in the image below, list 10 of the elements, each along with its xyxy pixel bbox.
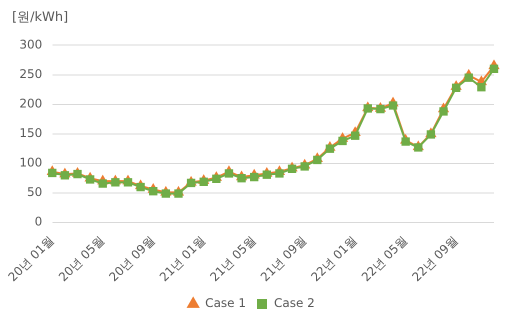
y-tick-label: 250 [19,66,42,81]
legend-label: Case 2 [274,296,315,310]
y-tick-label: 150 [19,126,42,140]
y-tick-label: 200 [19,96,42,110]
y-tick-label: 100 [19,156,42,170]
y-tick-label: 50 [26,185,42,200]
y-tick-label: 0 [34,214,42,229]
y-axis-title: [원/kWh] [11,9,70,27]
legend-label: Case 1 [205,296,246,310]
y-tick-label: 300 [19,37,42,52]
